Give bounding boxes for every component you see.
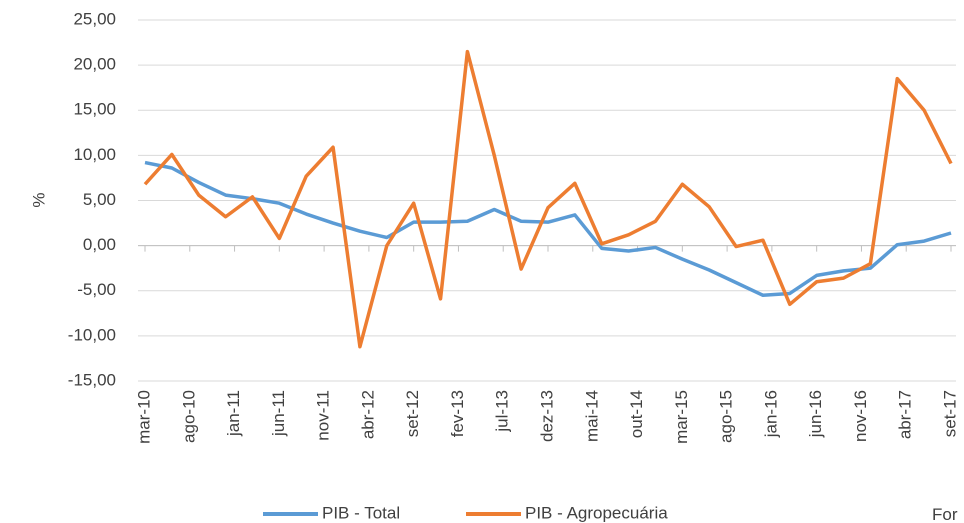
x-tick-label: jan-11 <box>224 390 243 437</box>
x-tick-label: nov-16 <box>851 390 870 442</box>
y-axis-label: % <box>29 192 48 207</box>
x-tick-label: ago-10 <box>179 390 198 443</box>
x-tick-label: mai-14 <box>582 390 601 442</box>
x-tick-label: dez-13 <box>537 390 556 442</box>
x-tick-label: jan-16 <box>761 390 780 438</box>
series-line <box>144 160 952 298</box>
y-tick-label: -15,00 <box>68 370 116 389</box>
y-tick-label: 0,00 <box>83 235 116 254</box>
x-tick-label: mar-10 <box>134 390 153 444</box>
legend-label: PIB - Total <box>322 503 400 522</box>
x-tick-label: jun-11 <box>269 390 288 437</box>
y-tick-label: -5,00 <box>77 280 116 299</box>
x-tick-label: abr-12 <box>358 390 377 439</box>
y-tick-label: 20,00 <box>73 55 116 74</box>
x-tick-label: abr-17 <box>896 390 915 439</box>
x-tick-label: ago-15 <box>717 390 736 443</box>
x-tick-label: out-14 <box>627 390 646 438</box>
y-tick-label: -10,00 <box>68 325 116 344</box>
x-tick-label: set-17 <box>940 390 959 437</box>
y-tick-label: 10,00 <box>73 145 116 164</box>
x-tick-label: set-12 <box>403 390 422 437</box>
series-line <box>143 49 953 349</box>
x-tick-label: fev-13 <box>448 390 467 437</box>
y-tick-label: 25,00 <box>73 9 116 28</box>
y-tick-label: 5,00 <box>83 190 116 209</box>
x-tick-label: nov-11 <box>314 390 333 441</box>
x-tick-label: jul-13 <box>493 390 512 433</box>
x-tick-label: mar-15 <box>672 390 691 444</box>
footer-text: For <box>932 505 958 523</box>
legend-label: PIB - Agropecuária <box>525 503 668 522</box>
y-tick-label: 15,00 <box>73 100 116 119</box>
x-tick-label: jun-16 <box>806 390 825 438</box>
